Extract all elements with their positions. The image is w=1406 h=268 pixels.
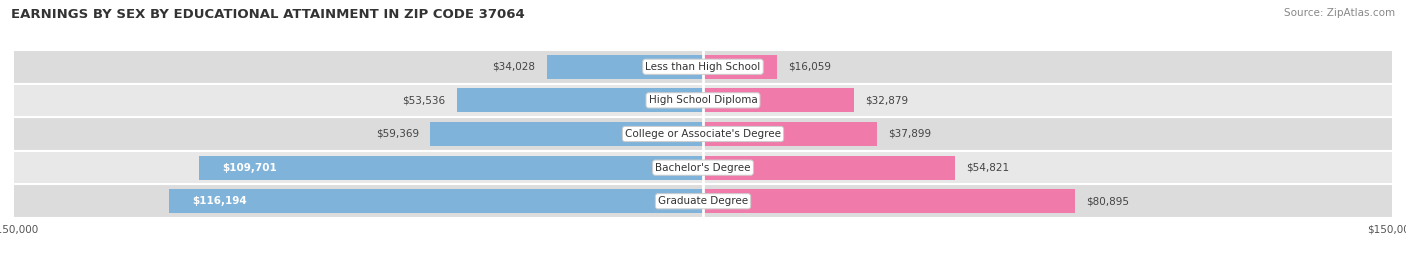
Bar: [14, 50, 1392, 84]
Bar: [703, 55, 776, 79]
Text: Less than High School: Less than High School: [645, 62, 761, 72]
Text: College or Associate's Degree: College or Associate's Degree: [626, 129, 780, 139]
Text: Bachelor's Degree: Bachelor's Degree: [655, 163, 751, 173]
Text: $32,879: $32,879: [866, 95, 908, 105]
Text: $59,369: $59,369: [375, 129, 419, 139]
Text: Source: ZipAtlas.com: Source: ZipAtlas.com: [1284, 8, 1395, 18]
Bar: [14, 117, 1392, 151]
Text: High School Diploma: High School Diploma: [648, 95, 758, 105]
Bar: [14, 184, 1392, 218]
Bar: [430, 122, 703, 146]
Text: $16,059: $16,059: [789, 62, 831, 72]
Bar: [547, 55, 703, 79]
Text: $116,194: $116,194: [193, 196, 247, 206]
Bar: [703, 155, 955, 180]
Bar: [457, 88, 703, 113]
Bar: [703, 122, 877, 146]
Bar: [14, 151, 1392, 184]
Text: $37,899: $37,899: [889, 129, 932, 139]
Bar: [169, 189, 703, 213]
Text: $109,701: $109,701: [222, 163, 277, 173]
Text: Graduate Degree: Graduate Degree: [658, 196, 748, 206]
Text: EARNINGS BY SEX BY EDUCATIONAL ATTAINMENT IN ZIP CODE 37064: EARNINGS BY SEX BY EDUCATIONAL ATTAINMEN…: [11, 8, 524, 21]
Bar: [200, 155, 703, 180]
Text: $34,028: $34,028: [492, 62, 536, 72]
Bar: [703, 88, 853, 113]
Text: $53,536: $53,536: [402, 95, 446, 105]
Bar: [14, 84, 1392, 117]
Text: $80,895: $80,895: [1085, 196, 1129, 206]
Bar: [703, 189, 1074, 213]
Text: $54,821: $54,821: [966, 163, 1010, 173]
